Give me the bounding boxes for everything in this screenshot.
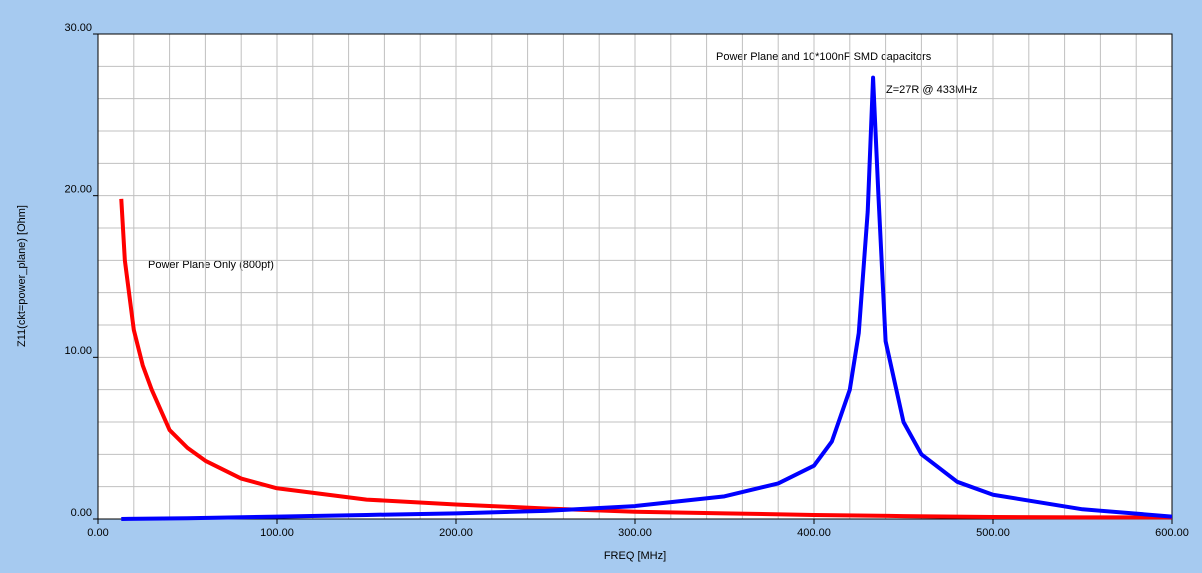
annotation: Z=27R @ 433MHz [886, 84, 978, 96]
x-tick-label: 0.00 [87, 527, 108, 539]
series-line [121, 75, 1173, 521]
x-tick-label: 200.00 [439, 527, 473, 539]
y-axis-label: Z11(ckt=power_plane) [Ohm] [16, 205, 28, 347]
y-tick-label: 10.00 [64, 345, 92, 357]
series-line [119, 198, 1172, 520]
y-tick-label: 20.00 [64, 184, 92, 196]
x-tick-label: 400.00 [797, 527, 831, 539]
x-tick-label: 100.00 [260, 527, 294, 539]
annotation: Power Plane and 10*100nF SMD capacitors [716, 51, 932, 63]
annotation: Power Plane Only (800pf) [148, 259, 274, 271]
y-tick-label: 0.00 [71, 507, 92, 519]
x-tick-label: 600.00 [1155, 527, 1189, 539]
plot-border [97, 33, 1173, 520]
x-tick-label: 500.00 [976, 527, 1010, 539]
x-axis-label: FREQ [MHz] [604, 550, 666, 562]
x-tick-label: 300.00 [618, 527, 652, 539]
y-tick-label: 30.00 [64, 22, 92, 34]
